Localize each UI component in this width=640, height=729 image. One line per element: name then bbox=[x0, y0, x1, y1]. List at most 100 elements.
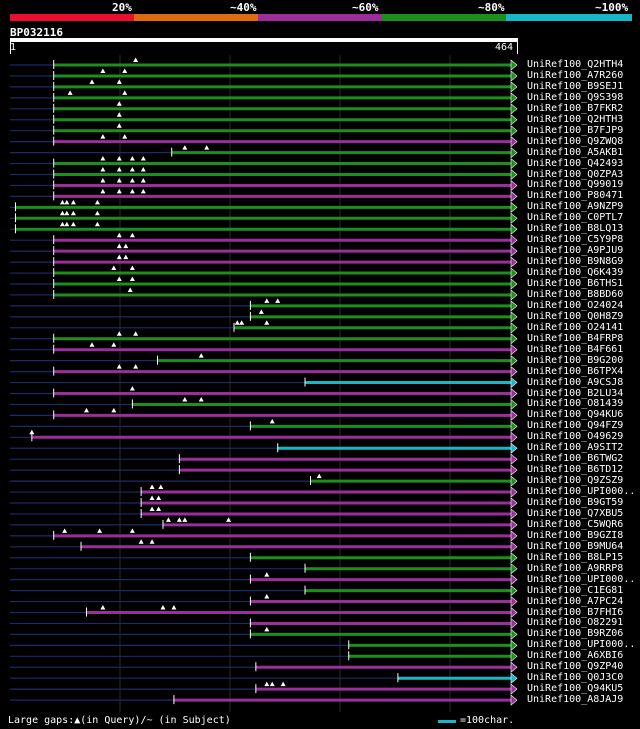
hit-label[interactable]: UniRef100_B4FRP8 bbox=[527, 332, 624, 344]
query-gap-marker bbox=[127, 287, 133, 292]
query-bar bbox=[10, 38, 518, 42]
query-gap-marker bbox=[116, 243, 122, 249]
hit-label[interactable]: UniRef100_Q9S398 bbox=[527, 91, 624, 103]
query-gap-marker bbox=[149, 484, 155, 490]
hit-label[interactable]: UniRef100_Q9ZP40 bbox=[527, 661, 624, 673]
hit-end-arrow bbox=[510, 81, 518, 93]
hit-label[interactable]: UniRef100_A9NZP9 bbox=[527, 201, 624, 213]
legend-segment bbox=[134, 14, 258, 21]
hit-label[interactable]: UniRef100_Q9ZSZ9 bbox=[527, 475, 624, 487]
hit-label[interactable]: UniRef100_O24141 bbox=[527, 321, 624, 333]
hit-label[interactable]: UniRef100_Q99019 bbox=[527, 179, 624, 191]
hit-label[interactable]: UniRef100_A9CSJ8 bbox=[527, 376, 624, 388]
legend-tick-label: ~40% bbox=[230, 1, 257, 14]
hit-label[interactable]: UniRef100_C5Y9P8 bbox=[527, 234, 624, 246]
legend-segment bbox=[10, 14, 134, 21]
hit-label[interactable]: UniRef100_UPI000.. bbox=[527, 639, 636, 651]
hit-label[interactable]: UniRef100_C1EG81 bbox=[527, 584, 624, 596]
hit-label[interactable]: UniRef100_A6XBI6 bbox=[527, 650, 624, 662]
hit-end-arrow bbox=[510, 442, 518, 454]
hit-label[interactable]: UniRef100_UPI000.. bbox=[527, 573, 636, 585]
query-gap-marker bbox=[182, 145, 188, 150]
hit-end-arrow bbox=[510, 256, 518, 268]
hit-label[interactable]: UniRef100_B4F661 bbox=[527, 343, 624, 355]
hit-label[interactable]: UniRef100_O49629 bbox=[527, 431, 624, 443]
query-gap-marker bbox=[100, 156, 106, 161]
identity-legend: 20% ~40% ~60% ~80% ~100% bbox=[0, 0, 640, 28]
query-gap-marker bbox=[198, 396, 204, 402]
hit-label[interactable]: UniRef100_C0PTL7 bbox=[527, 212, 624, 224]
hit-end-arrow bbox=[510, 267, 518, 279]
hit-label[interactable]: UniRef100_B8LP15 bbox=[527, 551, 624, 563]
hit-label[interactable]: UniRef100_A5AKB1 bbox=[527, 146, 624, 158]
query-gap-marker bbox=[70, 221, 76, 227]
hit-end-arrow bbox=[510, 245, 518, 257]
hit-label[interactable]: UniRef100_Q0ZPA3 bbox=[527, 168, 624, 180]
hit-label[interactable]: UniRef100_B2LU34 bbox=[527, 387, 624, 399]
hit-end-arrow bbox=[510, 606, 518, 619]
hit-label[interactable]: UniRef100_Q2HTH3 bbox=[527, 113, 624, 125]
hit-end-arrow bbox=[510, 508, 518, 520]
hit-label[interactable]: UniRef100_O82291 bbox=[527, 617, 624, 629]
query-gap-marker bbox=[100, 167, 106, 172]
hit-end-arrow bbox=[510, 365, 518, 378]
query-gap-marker bbox=[116, 177, 122, 183]
hit-label[interactable]: UniRef100_O81439 bbox=[527, 398, 624, 410]
hit-label[interactable]: UniRef100_B6TPX4 bbox=[527, 365, 624, 377]
hit-end-arrow bbox=[510, 409, 518, 422]
hit-end-arrow bbox=[510, 453, 518, 465]
hit-label[interactable]: UniRef100_A8JAJ9 bbox=[527, 694, 624, 706]
hit-label[interactable]: UniRef100_B8LQ13 bbox=[527, 223, 624, 235]
query-gap-marker bbox=[140, 156, 146, 161]
hit-label[interactable]: UniRef100_A9SIT2 bbox=[527, 442, 624, 454]
query-gap-marker bbox=[264, 320, 270, 325]
hit-label[interactable]: UniRef100_Q2HTH4 bbox=[527, 59, 624, 70]
hit-label[interactable]: UniRef100_A7PC24 bbox=[527, 595, 624, 607]
hit-label[interactable]: UniRef100_B8BD60 bbox=[527, 288, 624, 300]
query-gap-marker bbox=[94, 210, 100, 216]
hit-end-arrow bbox=[510, 650, 518, 662]
query-gap-marker bbox=[226, 517, 232, 522]
hit-end-arrow bbox=[510, 59, 518, 71]
query-gap-marker bbox=[116, 232, 122, 238]
hit-label[interactable]: UniRef100_B9GZI8 bbox=[527, 529, 624, 541]
hit-label[interactable]: UniRef100_Q9ZWQ8 bbox=[527, 135, 624, 147]
hit-label[interactable]: UniRef100_B9G200 bbox=[527, 354, 624, 366]
hit-label[interactable]: UniRef100_B9GT59 bbox=[527, 497, 624, 508]
legend-segment bbox=[258, 14, 382, 21]
hit-label[interactable]: UniRef100_B7FKR2 bbox=[527, 102, 624, 114]
hit-label[interactable]: UniRef100_Q42493 bbox=[527, 157, 624, 169]
query-gap-marker bbox=[269, 681, 275, 687]
query-gap-marker bbox=[97, 528, 103, 533]
hit-label[interactable]: UniRef100_B6TWG2 bbox=[527, 453, 624, 465]
query-gap-marker bbox=[116, 167, 122, 172]
hit-label[interactable]: UniRef100_A9RRP8 bbox=[527, 562, 624, 574]
hit-label[interactable]: UniRef100_B9MU64 bbox=[527, 540, 624, 552]
hit-label[interactable]: UniRef100_Q94KU6 bbox=[527, 409, 624, 421]
hit-label[interactable]: UniRef100_B9N8G9 bbox=[527, 256, 624, 268]
query-gap-marker bbox=[123, 243, 129, 249]
hit-label[interactable]: UniRef100_B9RZ06 bbox=[527, 628, 624, 640]
hit-end-arrow bbox=[510, 311, 518, 323]
hit-label[interactable]: UniRef100_P80471 bbox=[527, 190, 624, 202]
hit-label[interactable]: UniRef100_A7R260 bbox=[527, 69, 624, 81]
hit-label[interactable]: UniRef100_Q94FZ9 bbox=[527, 420, 624, 432]
query-gap-marker bbox=[116, 331, 122, 336]
hit-label[interactable]: UniRef100_Q6K439 bbox=[527, 267, 624, 279]
hit-label[interactable]: UniRef100_O24024 bbox=[527, 299, 624, 311]
hit-label[interactable]: UniRef100_B7FJP9 bbox=[527, 124, 624, 136]
hit-label[interactable]: UniRef100_Q0J3C0 bbox=[527, 672, 624, 684]
hit-label[interactable]: UniRef100_UPI000.. bbox=[527, 486, 636, 498]
query-gap-marker bbox=[149, 495, 155, 500]
hit-label[interactable]: UniRef100_Q7XBU5 bbox=[527, 507, 624, 519]
hit-label[interactable]: UniRef100_B6THS1 bbox=[527, 278, 624, 289]
hit-label[interactable]: UniRef100_B7FHI6 bbox=[527, 606, 624, 618]
query-gap-marker bbox=[70, 210, 76, 216]
hit-label[interactable]: UniRef100_C5WQR6 bbox=[527, 518, 624, 530]
hit-label[interactable]: UniRef100_B9SEJ1 bbox=[527, 80, 624, 92]
hit-label[interactable]: UniRef100_Q94KU5 bbox=[527, 683, 624, 695]
hit-label[interactable]: UniRef100_A9PJU9 bbox=[527, 245, 624, 257]
hit-label[interactable]: UniRef100_B6TD12 bbox=[527, 464, 624, 476]
hit-label[interactable]: UniRef100_Q0H8Z9 bbox=[527, 310, 624, 322]
hit-end-arrow bbox=[510, 584, 518, 597]
